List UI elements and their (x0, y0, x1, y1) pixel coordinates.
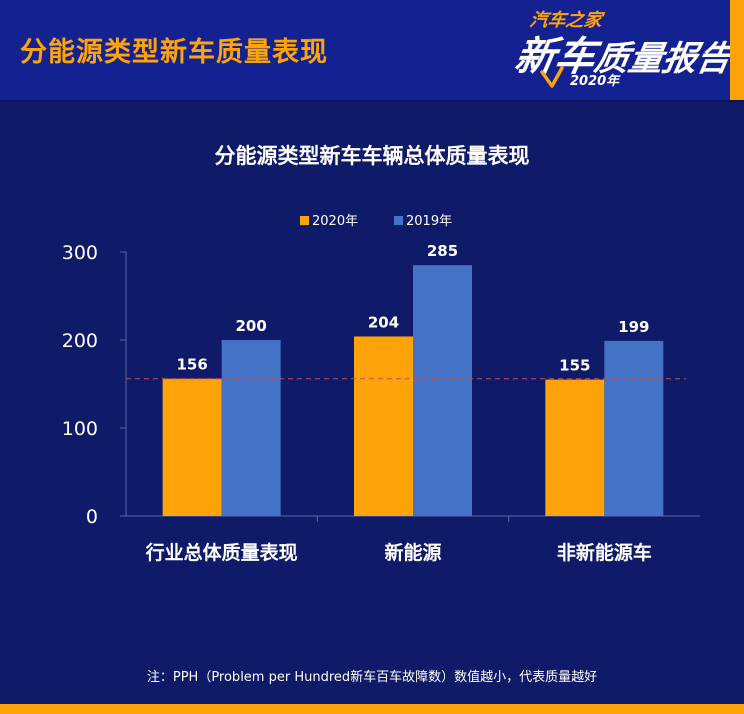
legend-label: 2020年 (312, 214, 358, 229)
header-accent-bar (730, 0, 744, 100)
bar (162, 378, 222, 516)
footnote: 注：PPH（Problem per Hundred新车百车故障数）数值越小，代表… (146, 670, 598, 685)
logo-year: 2020年 (570, 74, 620, 89)
bar (354, 336, 413, 516)
chart-title: 分能源类型新车车辆总体质量表现 (215, 144, 530, 168)
page-title: 分能源类型新车质量表现 (20, 37, 328, 68)
legend-label: 2019年 (406, 214, 452, 229)
header-banner: 分能源类型新车质量表现 汽车之家 新车质量报告 2020年 ··· (0, 0, 744, 100)
data-label: 156 (177, 356, 208, 374)
chart-labels: 156 200 行业总体质量表现 204 285 新能源 155 199 非新能源车 (145, 242, 652, 564)
data-label: 199 (618, 318, 649, 336)
legend-swatch (300, 216, 309, 225)
bar (413, 265, 472, 516)
data-label: 285 (427, 242, 458, 260)
bar (604, 340, 664, 516)
bottom-accent-bar (0, 704, 744, 714)
y-tick-label: 100 (62, 418, 98, 440)
data-label: 200 (236, 317, 267, 335)
checkmark-icon (540, 66, 564, 88)
y-tick-label: 200 (62, 330, 98, 352)
x-category-label: 新能源 (384, 541, 441, 564)
data-label: 204 (368, 313, 399, 331)
chart-legend: 2020年 2019年 (300, 214, 452, 229)
data-label: 155 (559, 357, 590, 375)
x-category-label: 行业总体质量表现 (145, 541, 298, 564)
chart-bars (162, 265, 664, 516)
header-rule (0, 100, 744, 102)
legend-swatch (394, 216, 403, 225)
x-category-label: 非新能源车 (557, 541, 652, 564)
bar (221, 340, 281, 516)
y-tick-label: 300 (62, 242, 98, 264)
report-logo: 汽车之家 新车质量报告 2020年 ··· (510, 4, 734, 96)
bar (545, 379, 605, 516)
logo-dots: ··· (668, 48, 684, 59)
y-tick-label: 0 (86, 506, 98, 528)
